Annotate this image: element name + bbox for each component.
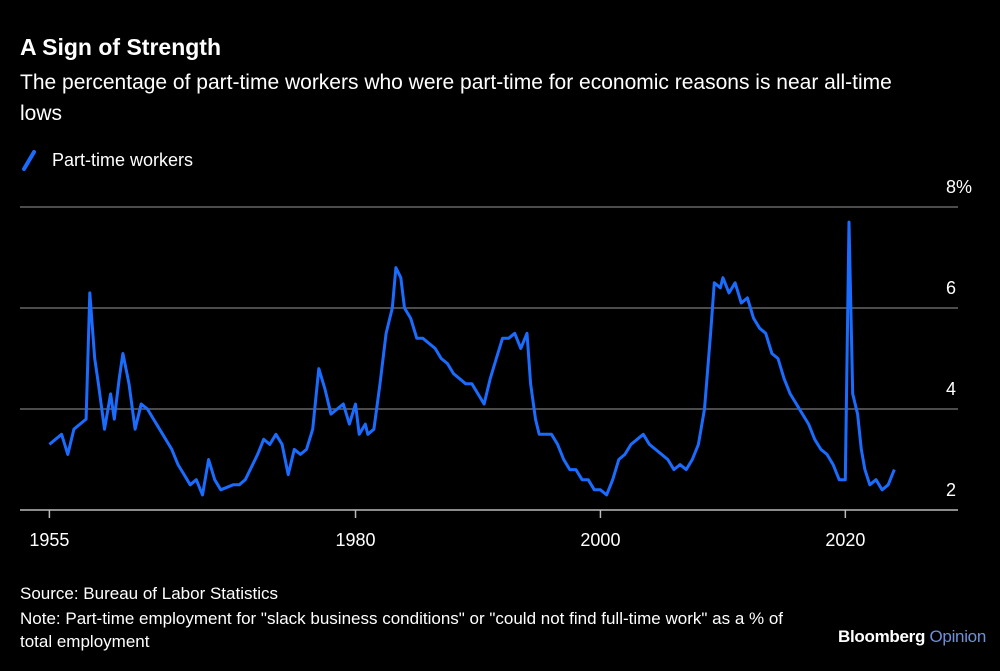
source: Source: Bureau of Labor Statistics xyxy=(20,584,278,603)
y-tick-label: 2 xyxy=(946,480,956,500)
x-tick-label: 1955 xyxy=(29,530,69,550)
legend-swatch xyxy=(22,150,36,171)
chart-title: A Sign of Strength xyxy=(20,34,222,60)
brand: Bloomberg Opinion xyxy=(838,627,986,647)
note: Note: Part-time employment for "slack bu… xyxy=(20,609,784,651)
x-tick-label: 2000 xyxy=(580,530,620,550)
chart-subtitle: The percentage of part-time workers who … xyxy=(20,71,892,125)
x-tick-label: 1980 xyxy=(336,530,376,550)
brand-product: Opinion xyxy=(929,627,987,646)
brand-name: Bloomberg xyxy=(838,627,926,646)
y-tick-label: 6 xyxy=(946,278,956,298)
data-line xyxy=(48,220,896,497)
x-tick-label: 2020 xyxy=(825,530,865,550)
legend-label: Part-time workers xyxy=(52,150,193,170)
y-tick-label: 8% xyxy=(946,177,972,197)
y-tick-label: 4 xyxy=(946,379,956,399)
